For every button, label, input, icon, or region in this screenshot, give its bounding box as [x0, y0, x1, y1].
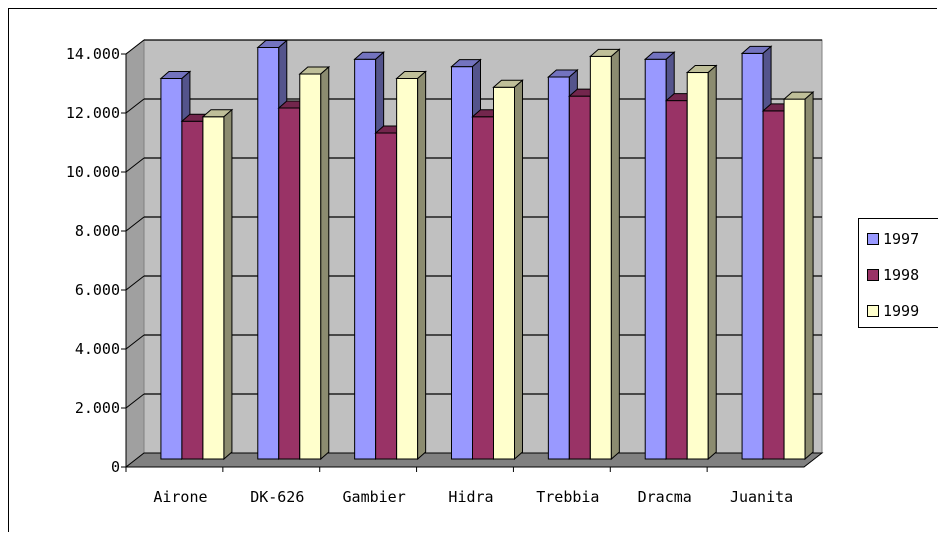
bar-front: [589, 55, 612, 460]
bar-Hidra-1999: [492, 79, 524, 461]
legend-swatch-1997: [867, 233, 879, 245]
bar-side: [804, 90, 814, 461]
bar-front: [568, 95, 591, 460]
bar-front: [160, 77, 183, 460]
chart-frame: [8, 8, 937, 532]
x-tick-label: Dracma: [638, 488, 692, 506]
bar-Gambier-1999: [395, 70, 427, 461]
y-tick-label: 2.000: [75, 399, 120, 417]
y-tick-label: 0: [111, 458, 120, 476]
bar-front: [665, 100, 688, 460]
bar-front: [493, 86, 515, 460]
bar-side: [514, 79, 523, 461]
gridline-side: [125, 157, 145, 173]
side-wall: [125, 38, 145, 469]
legend-swatch-1999: [867, 305, 879, 317]
bar-front: [762, 110, 785, 460]
x-tick-label: Airone: [153, 488, 207, 506]
x-tick-label: Trebbia: [536, 488, 599, 506]
bar-Airone-1999: [201, 108, 234, 461]
bar-side: [320, 65, 330, 461]
bar-front: [686, 72, 709, 460]
bar-front: [472, 116, 494, 460]
bar-front: [547, 76, 570, 460]
legend-item-1997: 1997: [867, 230, 920, 248]
bar-front: [278, 107, 301, 460]
bar-front: [783, 98, 806, 460]
x-tick-label: Juanita: [730, 488, 793, 506]
bar-front: [644, 58, 667, 460]
bar-side: [417, 70, 427, 461]
legend-label-1997: 1997: [883, 230, 920, 248]
y-tick-label: 12.000: [66, 104, 120, 122]
bar-front: [741, 52, 764, 460]
bar-Juanita-1999: [782, 90, 815, 461]
legend-item-1998: 1998: [867, 266, 920, 284]
bar-front: [354, 58, 377, 460]
y-tick-label: 14.000: [66, 45, 120, 63]
bar-front: [257, 46, 280, 460]
x-tick-label: DK-626: [250, 488, 304, 506]
bar-front: [375, 132, 398, 460]
bar-side: [223, 108, 233, 461]
bar-front: [396, 77, 419, 460]
legend-item-1999: 1999: [867, 302, 920, 320]
bar-DK-626-1999: [298, 65, 331, 461]
legend-label-1998: 1998: [883, 266, 920, 284]
y-tick-label: 8.000: [75, 222, 120, 240]
gridline-side: [125, 216, 145, 232]
bar-Dracma-1999: [685, 64, 718, 461]
bar-side: [707, 64, 717, 461]
y-tick-label: 10.000: [66, 163, 120, 181]
x-tick-label: Hidra: [448, 488, 493, 506]
y-tick-label: 4.000: [75, 340, 120, 358]
bar-front: [181, 120, 204, 460]
chart-legend: 1997 1998 1999: [858, 218, 938, 328]
legend-swatch-1998: [867, 269, 879, 281]
legend-label-1999: 1999: [883, 302, 920, 320]
bar-front: [202, 116, 225, 460]
gridline-side: [125, 275, 145, 291]
bar-front: [299, 73, 322, 460]
gridline-side: [125, 334, 145, 350]
bar-Trebbia-1999: [589, 48, 621, 461]
y-tick-label: 6.000: [75, 281, 120, 299]
gridline-side: [125, 39, 145, 55]
gridline-side: [125, 393, 145, 409]
bar-side: [610, 48, 620, 461]
bar-front: [451, 66, 473, 460]
x-tick-label: Gambier: [343, 488, 406, 506]
gridline-side: [125, 98, 145, 114]
